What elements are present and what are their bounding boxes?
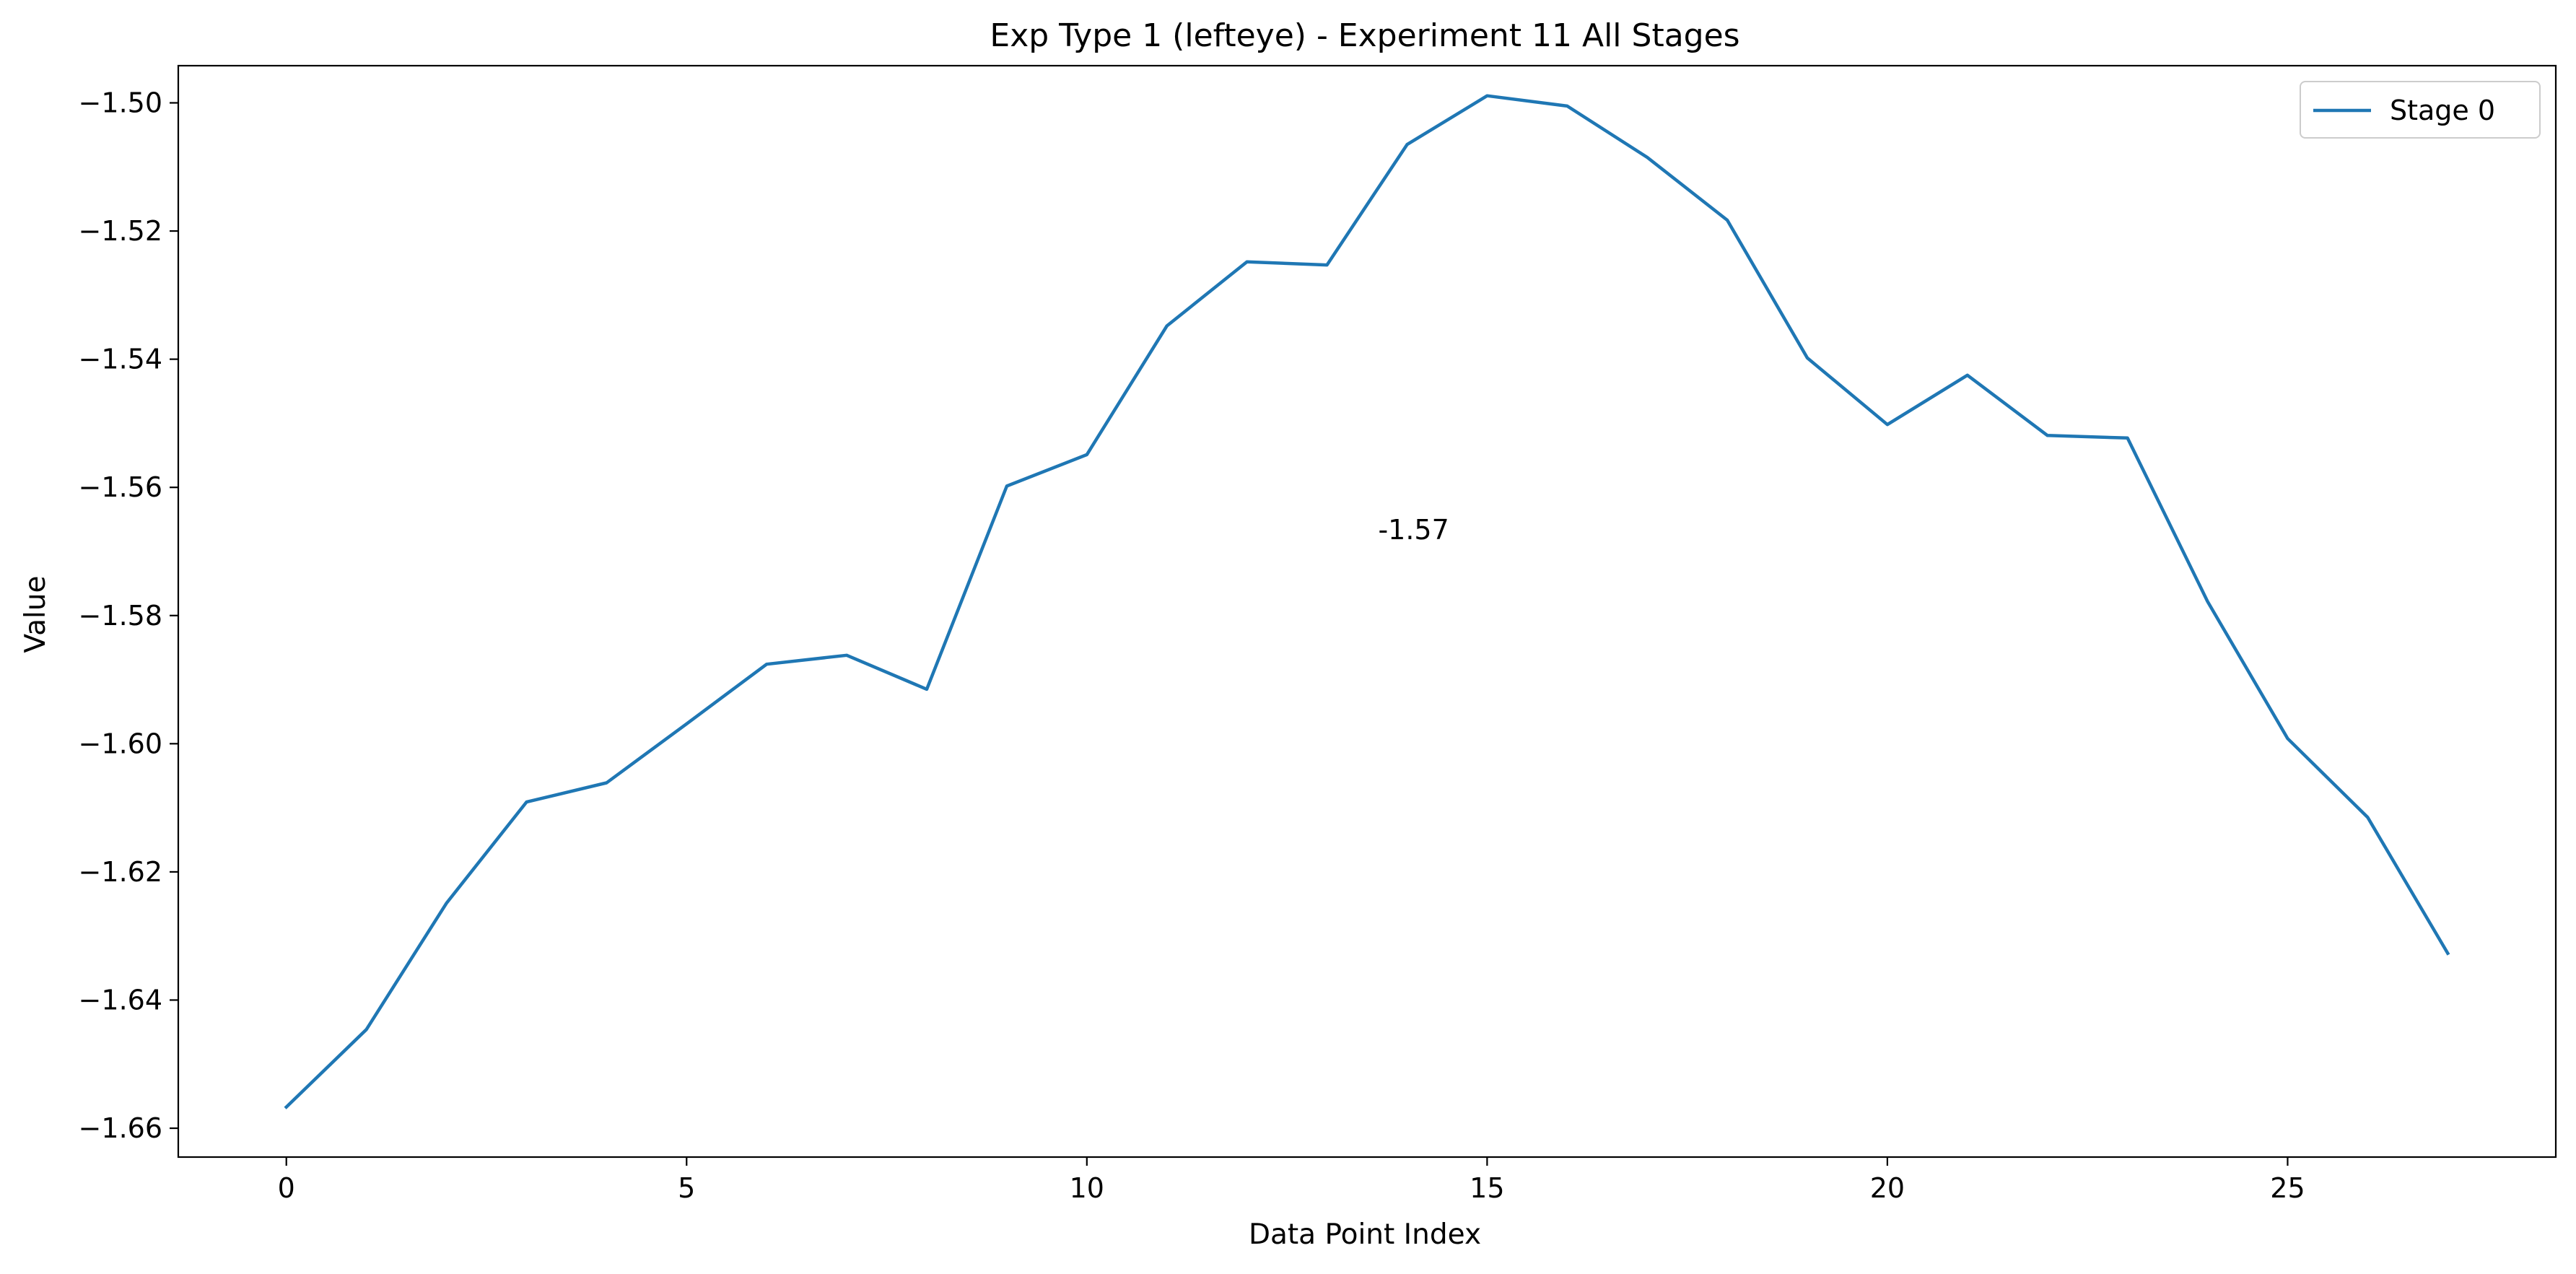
y-tick-label: −1.50 xyxy=(79,87,162,118)
x-tick-label: 25 xyxy=(2270,1172,2305,1204)
legend-box xyxy=(2300,81,2541,139)
chart-title: Exp Type 1 (lefteye) - Experiment 11 All… xyxy=(990,17,1739,54)
y-tick-label: −1.62 xyxy=(79,856,162,888)
y-tick-label: −1.60 xyxy=(79,728,162,759)
y-axis-label: Value xyxy=(19,575,52,653)
y-tick-label: −1.64 xyxy=(79,984,162,1016)
plot-area: 0 5 10 15 20 25 −1.66 −1.64 −1.62 −1.60 −1.58 −1.56… xyxy=(79,64,2557,1204)
x-tick-label: 0 xyxy=(278,1172,295,1204)
x-axis-label: Data Point Index xyxy=(1249,1218,1481,1251)
legend: Stage 0 xyxy=(2300,81,2541,139)
x-tick-label: 20 xyxy=(1870,1172,1905,1204)
annotation-label: -1.57 xyxy=(1378,514,1449,546)
y-tick-label: −1.66 xyxy=(79,1112,162,1144)
x-tick-label: 15 xyxy=(1470,1172,1504,1204)
x-tick-label: 5 xyxy=(678,1172,695,1204)
axes-frame xyxy=(177,64,2557,1159)
y-tick-label: −1.54 xyxy=(79,344,162,375)
y-tick-label: −1.52 xyxy=(79,215,162,247)
y-tick-label: −1.58 xyxy=(79,600,162,632)
legend-label: Stage 0 xyxy=(2390,95,2495,126)
y-tick-label: −1.56 xyxy=(79,471,162,503)
series-line-stage-0 xyxy=(284,94,2450,1109)
x-tick-label: 10 xyxy=(1070,1172,1104,1204)
